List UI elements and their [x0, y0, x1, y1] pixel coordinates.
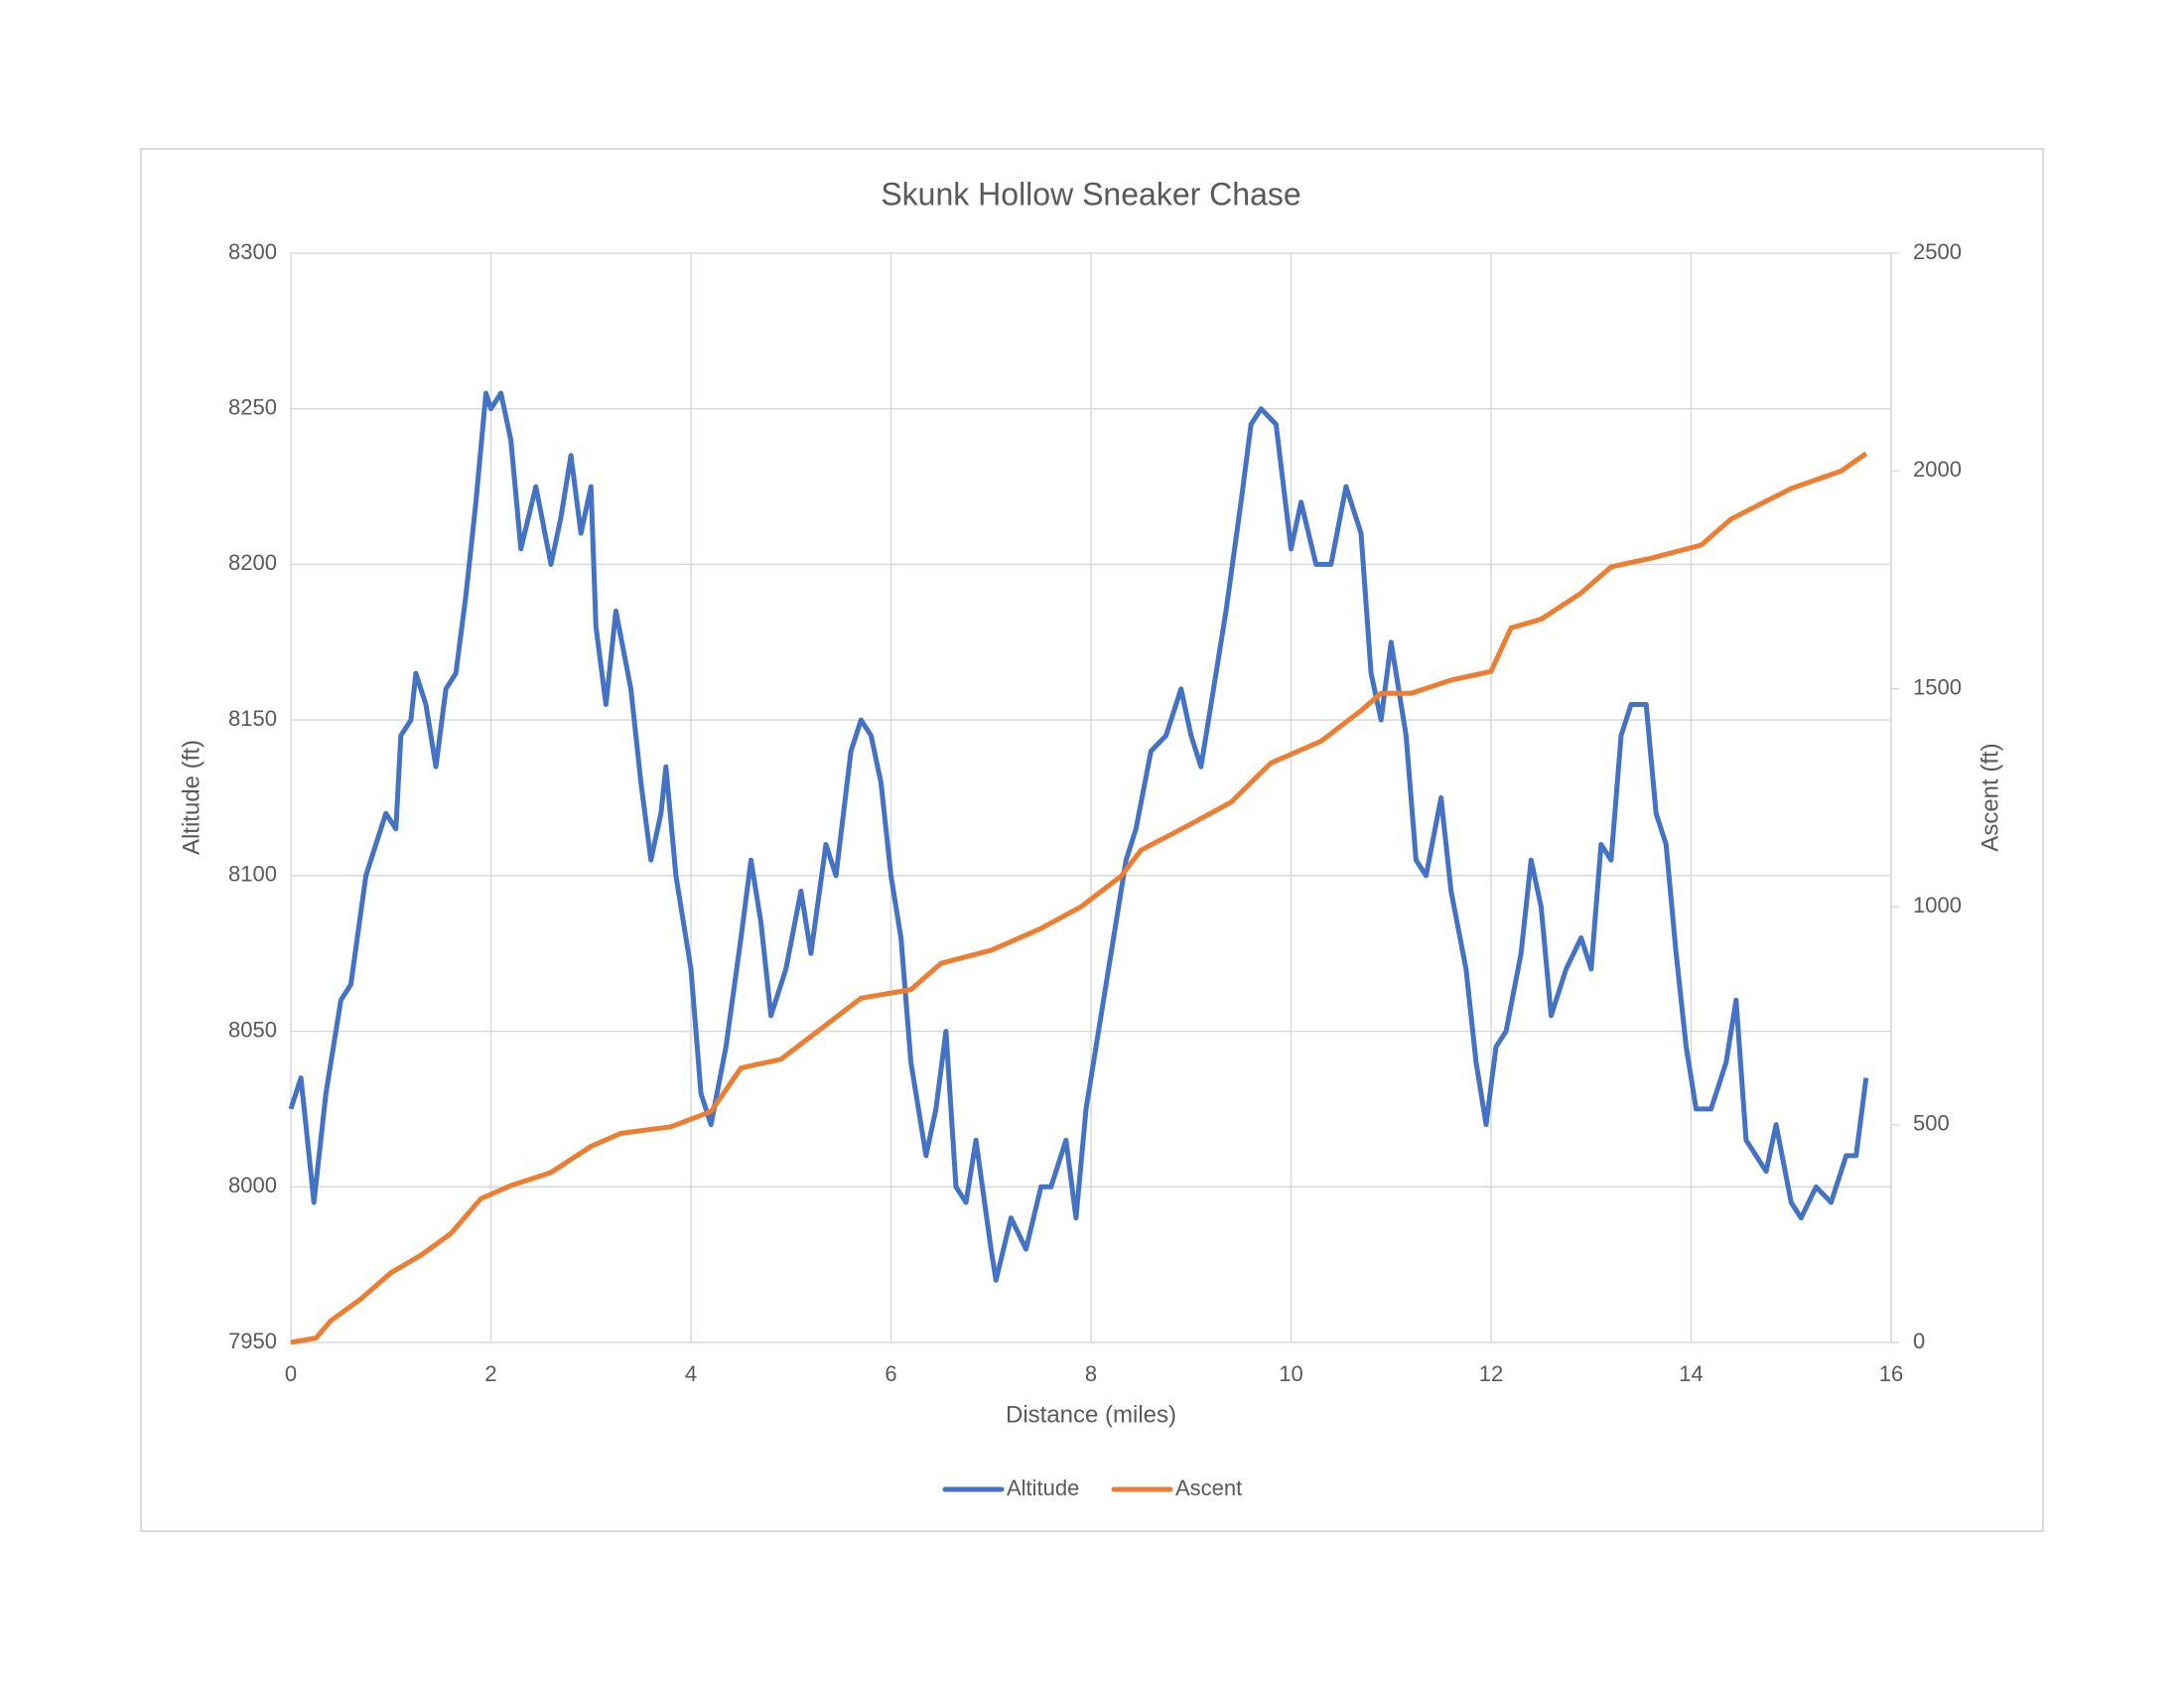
x-tick-label: 6	[885, 1361, 896, 1386]
y2-tick-label: 0	[1913, 1329, 1925, 1353]
y-axis-label: Altitude (ft)	[178, 740, 205, 855]
y-tick-label: 7950	[228, 1329, 277, 1353]
x-axis-label: Distance (miles)	[1006, 1401, 1176, 1428]
y2-tick-label: 1500	[1913, 675, 1962, 700]
y-tick-label: 8200	[228, 550, 277, 575]
y-tick-label: 8300	[228, 239, 277, 264]
y2-tick-label: 2000	[1913, 457, 1962, 482]
series-line	[288, 390, 1869, 1283]
y-tick-label: 8050	[228, 1017, 277, 1042]
y-tick-label: 8250	[228, 395, 277, 420]
y2-tick-label: 1000	[1913, 893, 1962, 917]
legend-label: Altitude	[1007, 1476, 1079, 1500]
series-line	[290, 451, 1868, 1345]
y2-tick-label: 2500	[1913, 239, 1962, 264]
y-tick-label: 8000	[228, 1173, 277, 1197]
chart-title: Skunk Hollow Sneaker Chase	[881, 176, 1300, 211]
chart-frame	[140, 148, 2044, 1532]
y-tick-label: 8150	[228, 706, 277, 731]
y2-tick-label: 500	[1913, 1110, 1950, 1135]
x-tick-label: 8	[1085, 1361, 1097, 1386]
x-tick-label: 2	[484, 1361, 496, 1386]
x-tick-label: 0	[285, 1361, 297, 1386]
x-tick-label: 10	[1279, 1361, 1302, 1386]
y2-axis-label: Ascent (ft)	[1977, 743, 2003, 851]
x-tick-label: 16	[1879, 1361, 1903, 1386]
y-tick-label: 8100	[228, 862, 277, 887]
x-tick-label: 12	[1479, 1361, 1503, 1386]
x-tick-label: 4	[685, 1361, 697, 1386]
x-tick-label: 14	[1679, 1361, 1703, 1386]
legend-label: Ascent	[1175, 1476, 1242, 1500]
